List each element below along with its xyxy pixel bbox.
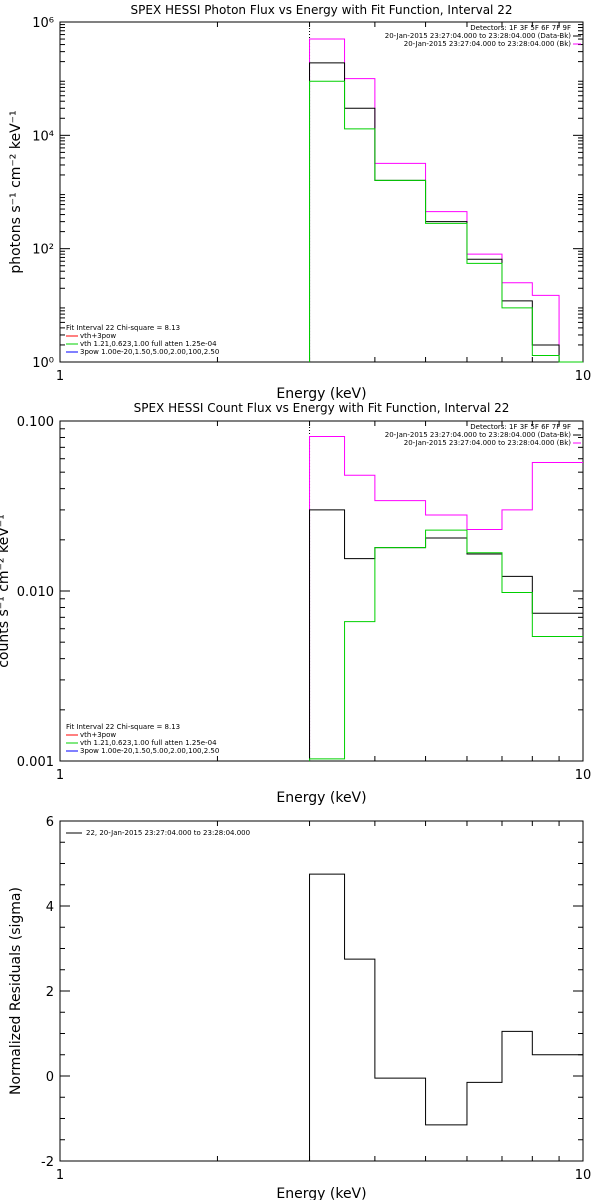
- y-tick-label: 6: [46, 815, 54, 830]
- chart-panel-1: SPEX HESSI Photon Flux vs Energy with Fi…: [8, 3, 591, 402]
- legend-entry: vth 1.21,0.623,1.00 full atten 1.25e-04: [80, 340, 217, 348]
- chart-panel-3: 1 10 -2 0 2 4 6 Energy (keV) Normalized Residual…: [8, 815, 591, 1200]
- series-line-3: [309, 80, 583, 363]
- x-axis-label: Energy (keV): [276, 790, 366, 806]
- header-line: Detectors: 1F 3F 5F 6F 7F 9F: [470, 423, 571, 431]
- x-axis-label: Energy (keV): [276, 386, 366, 402]
- header-line: 20-Jan-2015 23:27:04.000 to 23:28:04.000…: [385, 431, 572, 439]
- y-tick-label: 10⁰: [32, 356, 54, 371]
- x-tick-label: 10: [575, 369, 592, 384]
- x-tick-label: 1: [56, 768, 64, 783]
- series-line-3: [309, 529, 583, 761]
- legend-entry: vth+3pow: [80, 332, 116, 340]
- series-line-2: [309, 62, 583, 363]
- y-axis-label: counts s⁻¹ cm⁻² keV⁻¹: [0, 514, 12, 668]
- y-tick-label: -2: [41, 1155, 54, 1170]
- header-line: 20-Jan-2015 23:27:04.000 to 23:28:04.000…: [385, 32, 572, 40]
- legend-entry: vth 1.21,0.623,1.00 full atten 1.25e-04: [80, 739, 217, 747]
- plot-frame: [59, 21, 584, 363]
- legend-entry: Fit Interval 22 Chi-square = 8.13: [66, 723, 180, 731]
- y-tick-label: 0.010: [17, 585, 54, 600]
- header-line: Detectors: 1F 3F 5F 6F 7F 9F: [470, 24, 571, 32]
- chart-title: SPEX HESSI Photon Flux vs Energy with Fi…: [131, 3, 513, 17]
- y-tick-label: 0.001: [17, 755, 54, 770]
- plot-frame: [59, 420, 584, 762]
- y-tick-label: 10⁶: [32, 16, 54, 31]
- y-tick-label: 0: [46, 1070, 54, 1085]
- y-tick-label: 10²: [32, 243, 54, 258]
- series-line-2: [309, 509, 583, 761]
- x-axis-label: Energy (keV): [276, 1186, 366, 1200]
- legend-entry: Fit Interval 22 Chi-square = 8.13: [66, 324, 180, 332]
- x-tick-label: 10: [575, 1168, 592, 1183]
- legend-entry: 3pow 1.00e-20,1.50,5.00,2.00,100,2.50: [80, 747, 219, 755]
- y-tick-label: 4: [46, 900, 54, 915]
- chart-panel-2: SPEX HESSI Count Flux vs Energy with Fit…: [0, 401, 591, 806]
- series-line-1: [309, 873, 583, 1161]
- y-tick-label: 0.100: [17, 415, 54, 430]
- series-line-1: [309, 38, 583, 363]
- plot-frame: [59, 820, 584, 1162]
- y-axis-label: Normalized Residuals (sigma): [8, 887, 24, 1095]
- legend-entry: 3pow 1.00e-20,1.50,5.00,2.00,100,2.50: [80, 348, 219, 356]
- y-tick-label: 2: [46, 985, 54, 1000]
- y-tick-label: 10⁴: [32, 129, 54, 144]
- header-line: 20-Jan-2015 23:27:04.000 to 23:28:04.000…: [404, 40, 572, 48]
- legend-entry: vth+3pow: [80, 731, 116, 739]
- y-axis-label: photons s⁻¹ cm⁻² keV⁻¹: [8, 110, 24, 273]
- x-tick-label: 10: [575, 768, 592, 783]
- chart-title: SPEX HESSI Count Flux vs Energy with Fit…: [134, 401, 510, 415]
- x-tick-label: 1: [56, 1168, 64, 1183]
- x-tick-label: 1: [56, 369, 64, 384]
- series-line-1: [309, 436, 583, 761]
- header-line: 20-Jan-2015 23:27:04.000 to 23:28:04.000…: [404, 439, 572, 447]
- legend-entry: 22, 20-Jan-2015 23:27:04.000 to 23:28:04…: [86, 829, 250, 837]
